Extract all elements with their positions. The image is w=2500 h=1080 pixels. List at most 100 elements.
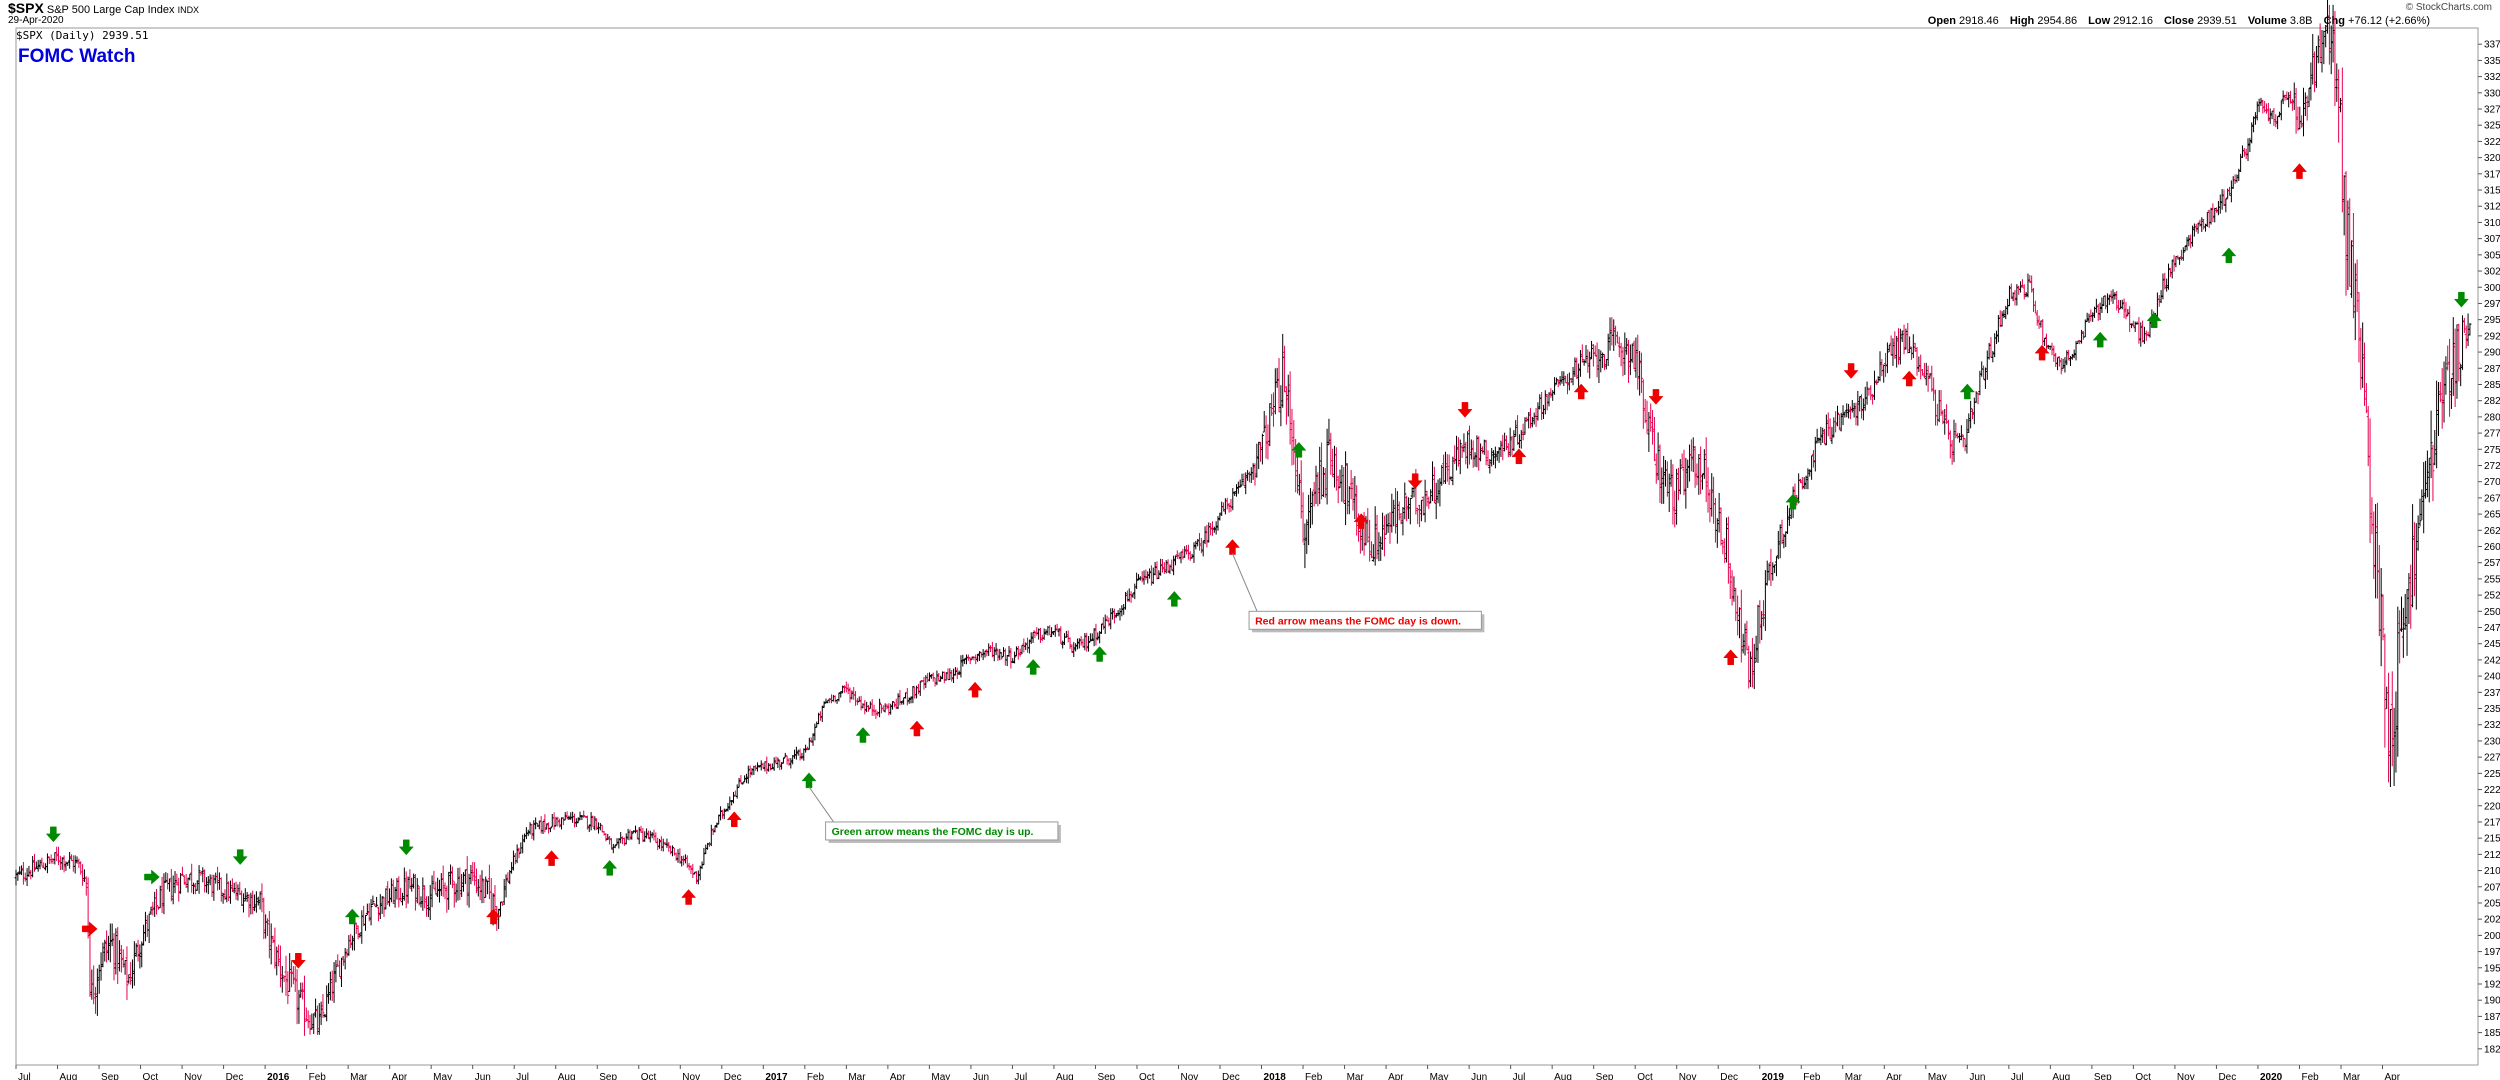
ohlc-bar bbox=[474, 868, 478, 894]
ohlc-bar bbox=[2067, 349, 2071, 361]
x-tick-label: 2018 bbox=[1264, 1072, 1287, 1080]
ohlc-bar bbox=[720, 809, 724, 819]
ohlc-bar bbox=[1003, 648, 1007, 666]
ohlc-bar bbox=[1077, 638, 1081, 649]
ohlc-bar bbox=[32, 854, 36, 872]
ohlc-bar bbox=[1031, 631, 1035, 643]
ohlc-bar bbox=[269, 923, 273, 965]
ohlc-bar bbox=[116, 927, 120, 985]
ohlc-bar bbox=[421, 877, 425, 911]
ohlc-bar bbox=[49, 854, 53, 864]
ohlc-bar bbox=[264, 914, 268, 939]
x-tick-label: 2016 bbox=[267, 1072, 290, 1080]
ohlc-bar bbox=[650, 832, 654, 839]
ohlc-bar bbox=[1488, 459, 1492, 474]
ohlc-bar bbox=[2104, 295, 2108, 310]
ohlc-bar bbox=[569, 812, 573, 821]
y-tick-label: 2500 bbox=[2484, 607, 2500, 618]
x-tick-label: Jul bbox=[2011, 1072, 2024, 1080]
ohlc-bar bbox=[1662, 455, 1666, 504]
ohlc-bar bbox=[1401, 506, 1405, 536]
ohlc-bar bbox=[748, 765, 752, 778]
ohlc-bar bbox=[2146, 331, 2150, 337]
ohlc-bar bbox=[25, 868, 29, 887]
ohlc-bar bbox=[996, 649, 1000, 661]
ohlc-bar bbox=[121, 949, 125, 968]
ohlc-bar bbox=[2200, 217, 2204, 232]
ohlc-bar bbox=[1384, 514, 1388, 535]
ohlc-bar bbox=[486, 880, 490, 895]
ohlc-bar bbox=[1913, 342, 1917, 352]
x-tick-label: Feb bbox=[309, 1072, 327, 1080]
ohlc-bar bbox=[1164, 560, 1168, 574]
y-tick-label: 2550 bbox=[2484, 574, 2500, 585]
ohlc-bar bbox=[95, 968, 99, 1016]
ohlc-bar bbox=[55, 846, 59, 862]
ohlc-bar bbox=[330, 970, 334, 1002]
chart-date: 29-Apr-2020 bbox=[8, 15, 64, 26]
ohlc-bar bbox=[1273, 368, 1277, 415]
ohlc-bar bbox=[1013, 651, 1017, 664]
ohlc-bar bbox=[913, 686, 917, 699]
ohlc-bar bbox=[643, 831, 647, 842]
ohlc-bar bbox=[1686, 459, 1690, 488]
ohlc-bar bbox=[14, 869, 18, 886]
ohlc-bar bbox=[589, 812, 593, 831]
y-tick-label: 2675 bbox=[2484, 493, 2500, 504]
ohlc-bar bbox=[1308, 488, 1312, 529]
ohlc-bar bbox=[1782, 533, 1786, 549]
y-tick-label: 1900 bbox=[2484, 996, 2500, 1007]
ohlc-bar bbox=[2032, 287, 2036, 312]
ohlc-bar bbox=[1516, 415, 1520, 445]
ohlc-bar bbox=[1288, 371, 1292, 445]
ohlc-bar bbox=[839, 691, 843, 698]
ohlc-bar bbox=[1455, 435, 1459, 471]
ohlc-bar bbox=[1689, 439, 1693, 472]
ohlc-bar bbox=[1682, 449, 1686, 496]
ohlc-bar bbox=[1695, 463, 1699, 486]
ohlc-bar bbox=[1170, 559, 1174, 571]
ohlc-bar bbox=[1161, 558, 1165, 573]
ohlc-bar bbox=[1292, 420, 1296, 465]
open-label: Open bbox=[1927, 15, 1956, 27]
ohlc-bar bbox=[924, 675, 928, 689]
x-tick-label: Mar bbox=[1845, 1072, 1863, 1080]
ohlc-bar bbox=[1819, 426, 1823, 446]
ohlc-bar bbox=[158, 885, 162, 909]
ohlc-bar bbox=[166, 873, 170, 890]
ohlc-bar bbox=[471, 861, 475, 882]
ohlc-bar bbox=[1649, 403, 1653, 432]
x-tick-label: 2019 bbox=[1762, 1072, 1785, 1080]
ohlc-bar bbox=[1109, 608, 1113, 630]
ohlc-bar bbox=[1547, 392, 1551, 407]
ohlc-bar bbox=[524, 827, 528, 840]
ohlc-bar bbox=[876, 711, 880, 717]
x-tick-label: Dec bbox=[2218, 1072, 2236, 1080]
ohlc-bar bbox=[245, 892, 249, 902]
ohlc-bar bbox=[469, 864, 473, 885]
x-tick-label: Sep bbox=[1596, 1072, 1614, 1080]
ohlc-bar bbox=[691, 863, 695, 879]
ohlc-bar bbox=[1921, 369, 1925, 376]
ohlc-bars bbox=[14, 0, 2472, 1036]
ohlc-bar bbox=[1096, 632, 1100, 641]
ohlc-bar bbox=[1717, 492, 1721, 533]
ohlc-bar bbox=[892, 701, 896, 708]
ohlc-bar bbox=[1651, 410, 1655, 445]
ohlc-bar bbox=[970, 656, 974, 660]
ohlc-bar bbox=[2044, 333, 2048, 353]
ohlc-bar bbox=[1332, 445, 1336, 488]
ohlc-bar bbox=[232, 882, 236, 894]
ohlc-bar bbox=[308, 1014, 312, 1035]
ohlc-bar bbox=[743, 775, 747, 783]
x-tick-label: Jul bbox=[1513, 1072, 1526, 1080]
ohlc-bar bbox=[1257, 441, 1261, 470]
ohlc-bar bbox=[2131, 320, 2135, 327]
ohlc-bar bbox=[1125, 590, 1129, 602]
ohlc-bar bbox=[443, 882, 447, 900]
ohlc-bar bbox=[473, 862, 477, 886]
ohlc-bar bbox=[1222, 502, 1226, 512]
ohlc-bar bbox=[1207, 522, 1211, 543]
ohlc-bar bbox=[1234, 484, 1238, 497]
ohlc-bar bbox=[1209, 522, 1213, 536]
